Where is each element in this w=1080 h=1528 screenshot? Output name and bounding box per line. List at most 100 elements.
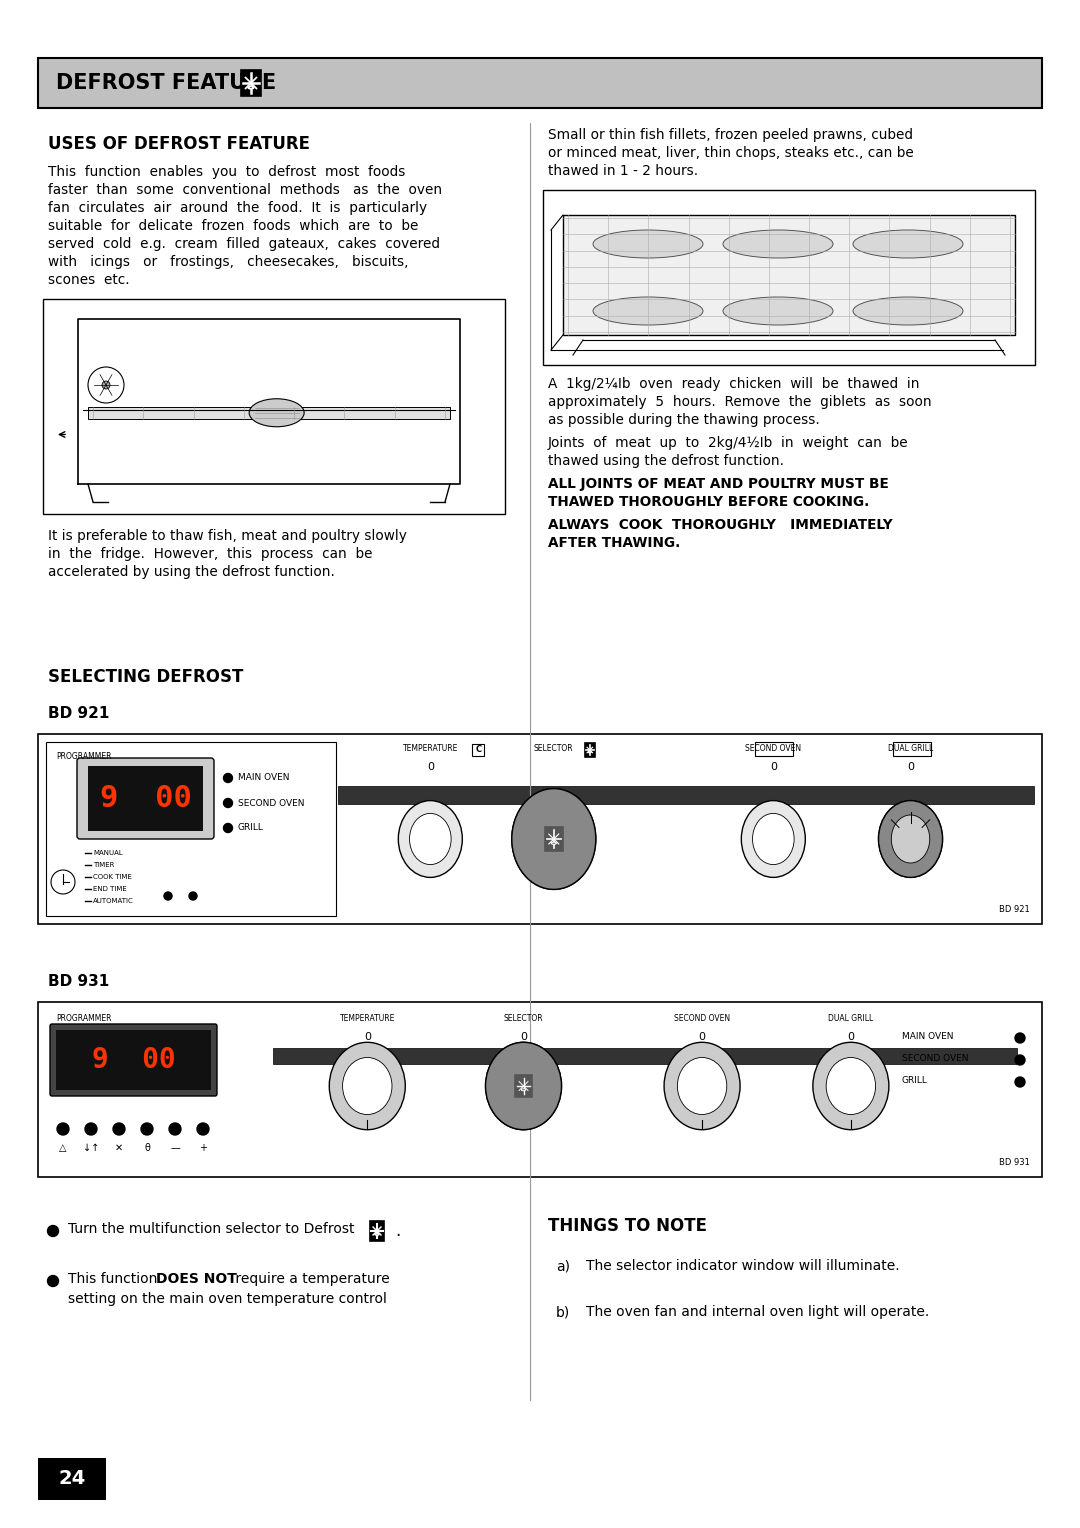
Ellipse shape bbox=[723, 296, 833, 325]
Bar bbox=[38, 1458, 106, 1500]
Ellipse shape bbox=[593, 231, 703, 258]
Ellipse shape bbox=[593, 296, 703, 325]
Text: setting on the main oven temperature control: setting on the main oven temperature con… bbox=[68, 1293, 387, 1306]
Text: BD 921: BD 921 bbox=[999, 905, 1030, 914]
Text: ALL JOINTS OF MEAT AND POULTRY MUST BE: ALL JOINTS OF MEAT AND POULTRY MUST BE bbox=[548, 477, 889, 490]
Bar bbox=[273, 1048, 1017, 1063]
Ellipse shape bbox=[813, 1042, 889, 1129]
Ellipse shape bbox=[486, 1042, 562, 1129]
Text: 0: 0 bbox=[521, 1031, 527, 1042]
Text: ✕: ✕ bbox=[114, 1143, 123, 1154]
Ellipse shape bbox=[853, 296, 963, 325]
Ellipse shape bbox=[878, 801, 943, 877]
Circle shape bbox=[197, 1123, 210, 1135]
Text: ↓↑: ↓↑ bbox=[83, 1143, 99, 1154]
Circle shape bbox=[1015, 1033, 1025, 1044]
Circle shape bbox=[189, 892, 197, 900]
Text: A  1kg/2¼Ib  oven  ready  chicken  will  be  thawed  in: A 1kg/2¼Ib oven ready chicken will be th… bbox=[548, 377, 919, 391]
Circle shape bbox=[224, 799, 232, 807]
Ellipse shape bbox=[551, 842, 556, 845]
Text: DOES NOT: DOES NOT bbox=[156, 1271, 237, 1287]
Bar bbox=[46, 743, 336, 915]
Circle shape bbox=[141, 1123, 153, 1135]
Bar bbox=[38, 58, 1042, 108]
Ellipse shape bbox=[853, 231, 963, 258]
Text: SECOND OVEN: SECOND OVEN bbox=[674, 1015, 730, 1024]
Text: AUTOMATIC: AUTOMATIC bbox=[93, 898, 134, 905]
Text: a): a) bbox=[556, 1259, 570, 1273]
Text: 24: 24 bbox=[58, 1470, 85, 1488]
Circle shape bbox=[87, 367, 124, 403]
Circle shape bbox=[1015, 1054, 1025, 1065]
Text: C: C bbox=[475, 746, 482, 755]
Text: served  cold  e.g.  cream  filled  gateaux,  cakes  covered: served cold e.g. cream filled gateaux, c… bbox=[48, 237, 440, 251]
Text: BD 931: BD 931 bbox=[48, 973, 109, 989]
Bar bbox=[544, 827, 563, 851]
Bar bbox=[38, 1002, 1042, 1177]
Ellipse shape bbox=[741, 801, 806, 877]
Text: SELECTOR: SELECTOR bbox=[503, 1015, 543, 1024]
Circle shape bbox=[57, 1123, 69, 1135]
Ellipse shape bbox=[248, 87, 254, 89]
Ellipse shape bbox=[399, 801, 462, 877]
Ellipse shape bbox=[890, 813, 931, 865]
Text: TEMPERATURE: TEMPERATURE bbox=[339, 1015, 395, 1024]
Ellipse shape bbox=[753, 813, 794, 865]
Text: as possible during the thawing process.: as possible during the thawing process. bbox=[548, 413, 820, 426]
Text: TIMER: TIMER bbox=[93, 862, 114, 868]
Bar bbox=[241, 70, 261, 96]
Text: USES OF DEFROST FEATURE: USES OF DEFROST FEATURE bbox=[48, 134, 310, 153]
Text: GRILL: GRILL bbox=[238, 824, 264, 833]
Text: MAIN OVEN: MAIN OVEN bbox=[902, 1031, 954, 1041]
Bar bbox=[515, 1076, 531, 1097]
FancyBboxPatch shape bbox=[50, 1024, 217, 1096]
Text: faster  than  some  conventional  methods   as  the  oven: faster than some conventional methods as… bbox=[48, 183, 442, 197]
Bar bbox=[56, 1030, 211, 1089]
Text: thawed using the defrost function.: thawed using the defrost function. bbox=[548, 454, 784, 468]
Text: SECOND OVEN: SECOND OVEN bbox=[238, 799, 305, 807]
Text: 0: 0 bbox=[907, 762, 914, 772]
Text: MAIN OVEN: MAIN OVEN bbox=[238, 773, 289, 782]
Text: MANUAL: MANUAL bbox=[93, 850, 123, 856]
Bar bbox=[38, 733, 1042, 924]
Text: Turn the multifunction selector to Defrost: Turn the multifunction selector to Defro… bbox=[68, 1222, 354, 1236]
Ellipse shape bbox=[826, 1057, 876, 1114]
Circle shape bbox=[85, 1123, 97, 1135]
Ellipse shape bbox=[677, 1057, 727, 1114]
Text: Joints  of  meat  up  to  2kg/4½Ib  in  weight  can  be: Joints of meat up to 2kg/4½Ib in weight … bbox=[548, 435, 908, 451]
Text: The selector indicator window will illuminate.: The selector indicator window will illum… bbox=[586, 1259, 900, 1273]
Text: BD 931: BD 931 bbox=[999, 1158, 1030, 1167]
Ellipse shape bbox=[522, 1089, 526, 1091]
Ellipse shape bbox=[329, 1042, 405, 1129]
Circle shape bbox=[48, 1276, 58, 1287]
Text: 0: 0 bbox=[770, 762, 777, 772]
Text: THAWED THOROUGHLY BEFORE COOKING.: THAWED THOROUGHLY BEFORE COOKING. bbox=[548, 495, 869, 509]
Bar bbox=[755, 743, 794, 756]
Ellipse shape bbox=[878, 801, 943, 877]
Ellipse shape bbox=[486, 1042, 562, 1129]
Text: DUAL GRILL: DUAL GRILL bbox=[828, 1015, 874, 1024]
Ellipse shape bbox=[891, 814, 930, 863]
Bar bbox=[472, 744, 484, 756]
Bar bbox=[87, 766, 203, 831]
Text: require a temperature: require a temperature bbox=[231, 1271, 390, 1287]
Circle shape bbox=[164, 892, 172, 900]
Text: This  function  enables  you  to  defrost  most  foods: This function enables you to defrost mos… bbox=[48, 165, 405, 179]
Text: +: + bbox=[199, 1143, 207, 1154]
Ellipse shape bbox=[512, 788, 596, 889]
Text: θ: θ bbox=[144, 1143, 150, 1154]
Text: 0: 0 bbox=[427, 762, 434, 772]
Text: 0: 0 bbox=[848, 1031, 854, 1042]
Bar bbox=[892, 743, 931, 756]
Text: approximately  5  hours.  Remove  the  giblets  as  soon: approximately 5 hours. Remove the giblet… bbox=[548, 396, 932, 410]
Circle shape bbox=[168, 1123, 181, 1135]
Circle shape bbox=[224, 824, 232, 833]
Text: fan  circulates  air  around  the  food.  It  is  particularly: fan circulates air around the food. It i… bbox=[48, 202, 427, 215]
Bar bbox=[338, 785, 1034, 804]
Ellipse shape bbox=[375, 1233, 379, 1235]
Text: thawed in 1 - 2 hours.: thawed in 1 - 2 hours. bbox=[548, 163, 698, 177]
Text: 9  00: 9 00 bbox=[92, 1047, 175, 1074]
Text: b): b) bbox=[556, 1305, 570, 1319]
Text: with   icings   or   frostings,   cheesecakes,   biscuits,: with icings or frostings, cheesecakes, b… bbox=[48, 255, 408, 269]
Text: It is preferable to thaw fish, meat and poultry slowly: It is preferable to thaw fish, meat and … bbox=[48, 529, 407, 542]
